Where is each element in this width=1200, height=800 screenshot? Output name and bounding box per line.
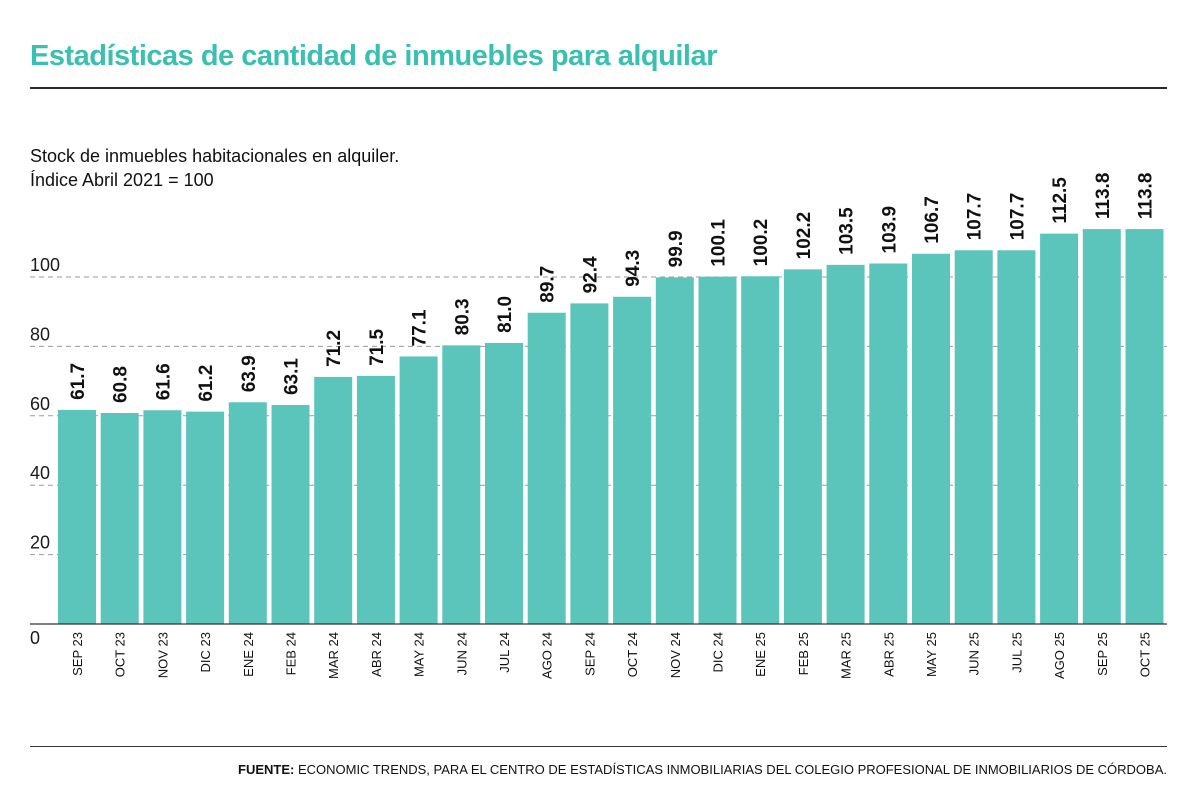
x-tick-label: FEB 24 bbox=[284, 632, 299, 675]
bar-value-label: 106.7 bbox=[922, 196, 943, 244]
bar bbox=[58, 409, 96, 624]
x-tick-label: AGO 25 bbox=[1052, 632, 1067, 679]
y-tick-label: 20 bbox=[30, 533, 50, 553]
x-tick-label: DIC 23 bbox=[198, 632, 213, 672]
bar bbox=[1125, 229, 1164, 624]
bar-value-label: 71.5 bbox=[367, 328, 388, 365]
source-label: FUENTE: bbox=[238, 762, 295, 777]
source-note: FUENTE: ECONOMIC TRENDS, PARA EL CENTRO … bbox=[238, 762, 1167, 777]
x-tick-label: MAR 25 bbox=[839, 632, 854, 679]
bar bbox=[655, 277, 694, 624]
bar bbox=[869, 263, 908, 624]
x-tick-label: NOV 24 bbox=[668, 632, 683, 678]
bar bbox=[954, 250, 993, 624]
bar-value-label: 107.7 bbox=[1007, 193, 1028, 241]
source-text: ECONOMIC TRENDS, PARA EL CENTRO DE ESTAD… bbox=[297, 762, 1167, 777]
bar bbox=[143, 410, 182, 624]
bar-value-label: 113.8 bbox=[1093, 173, 1114, 220]
x-tick-label: FEB 25 bbox=[796, 632, 811, 675]
x-tick-label: SEP 23 bbox=[70, 632, 85, 676]
bar-value-label: 100.1 bbox=[709, 219, 730, 267]
bar-value-label: 100.2 bbox=[751, 219, 772, 267]
title-divider bbox=[30, 87, 1167, 89]
x-tick-label: NOV 23 bbox=[155, 632, 170, 678]
y-tick-label: 100 bbox=[30, 255, 60, 275]
bar-value-label: 63.9 bbox=[239, 355, 260, 392]
bar-value-label: 112.5 bbox=[1050, 177, 1071, 224]
chart-title: Estadísticas de cantidad de inmuebles pa… bbox=[30, 40, 717, 72]
bar bbox=[186, 411, 225, 624]
x-tick-label: JUL 25 bbox=[1009, 632, 1024, 673]
x-tick-label: MAY 24 bbox=[412, 632, 427, 677]
bar bbox=[570, 303, 609, 624]
bar bbox=[399, 356, 438, 624]
x-tick-label: OCT 25 bbox=[1138, 632, 1153, 677]
x-tick-label: ENE 25 bbox=[753, 632, 768, 677]
x-tick-label: DIC 24 bbox=[711, 632, 726, 672]
x-tick-label: OCT 23 bbox=[113, 632, 128, 677]
bar-value-label: 60.8 bbox=[111, 366, 132, 403]
x-tick-label: JUL 24 bbox=[497, 632, 512, 673]
y-tick-label: 0 bbox=[30, 628, 40, 648]
bar-value-label: 107.7 bbox=[965, 193, 986, 241]
bar bbox=[314, 376, 353, 624]
bar bbox=[783, 269, 822, 624]
bar bbox=[356, 375, 395, 624]
bar bbox=[613, 296, 652, 624]
x-tick-label: ENE 24 bbox=[241, 632, 256, 677]
bar-value-label: 81.0 bbox=[495, 296, 516, 333]
bar-value-label: 94.3 bbox=[623, 250, 644, 287]
bar-value-label: 61.2 bbox=[196, 365, 217, 402]
x-tick-label: JUN 25 bbox=[967, 632, 982, 675]
subtitle-line-2: Índice Abril 2021 = 100 bbox=[30, 170, 214, 190]
footer-divider bbox=[30, 746, 1167, 747]
subtitle-line-1: Stock de inmuebles habitacionales en alq… bbox=[30, 146, 400, 166]
bar-value-label: 102.2 bbox=[794, 212, 815, 260]
bar bbox=[100, 413, 139, 624]
bar-value-label: 61.7 bbox=[68, 363, 89, 400]
bar-value-label: 99.9 bbox=[666, 230, 687, 267]
chart-subtitle: Stock de inmuebles habitacionales en alq… bbox=[30, 144, 399, 192]
x-tick-label: AGO 24 bbox=[540, 632, 555, 679]
bar bbox=[485, 342, 523, 624]
bar bbox=[997, 250, 1036, 624]
bar-value-label: 61.6 bbox=[153, 363, 174, 400]
bar-value-label: 80.3 bbox=[452, 298, 473, 335]
x-tick-label: SEP 25 bbox=[1095, 632, 1110, 676]
bar bbox=[1040, 233, 1079, 624]
bar bbox=[527, 312, 566, 624]
bar-value-label: 103.5 bbox=[837, 207, 858, 255]
y-tick-label: 80 bbox=[30, 324, 50, 344]
bar-value-label: 77.1 bbox=[410, 309, 431, 346]
x-tick-label: OCT 24 bbox=[625, 632, 640, 677]
bar bbox=[1082, 229, 1121, 624]
bar bbox=[442, 345, 481, 624]
x-tick-label: MAR 24 bbox=[326, 632, 341, 679]
bar bbox=[698, 276, 737, 624]
bar-value-label: 71.2 bbox=[324, 330, 345, 367]
bar bbox=[741, 276, 780, 624]
bar bbox=[912, 253, 950, 624]
bar-value-label: 92.4 bbox=[580, 256, 601, 293]
bar-value-label: 89.7 bbox=[538, 266, 559, 303]
x-tick-label: ABR 24 bbox=[369, 632, 384, 677]
x-tick-label: JUN 24 bbox=[454, 632, 469, 675]
y-tick-label: 60 bbox=[30, 394, 50, 414]
y-tick-label: 40 bbox=[30, 463, 50, 483]
x-tick-label: ABR 25 bbox=[881, 632, 896, 677]
x-tick-label: SEP 24 bbox=[582, 632, 597, 676]
bar bbox=[826, 264, 865, 624]
bar-value-label: 103.9 bbox=[879, 206, 900, 254]
bar-value-label: 63.1 bbox=[282, 358, 303, 395]
bar-value-label: 113.8 bbox=[1136, 173, 1157, 220]
bar bbox=[228, 402, 267, 624]
x-tick-label: MAY 25 bbox=[924, 632, 939, 677]
bar bbox=[271, 405, 310, 624]
